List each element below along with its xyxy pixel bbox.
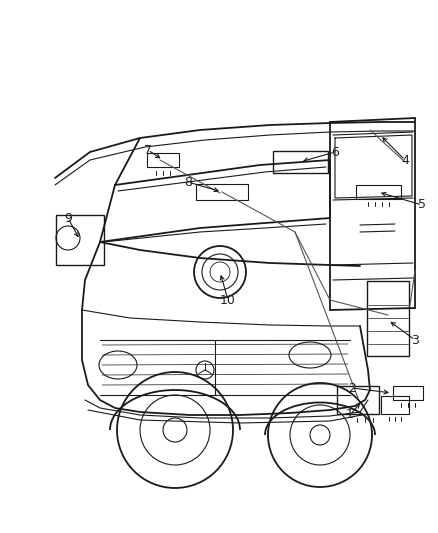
Text: 9: 9 [64, 212, 72, 224]
Bar [337, 386, 379, 414]
Text: 2: 2 [348, 382, 356, 394]
Text: 3: 3 [411, 334, 419, 346]
Text: 7: 7 [144, 143, 152, 157]
Bar [147, 153, 179, 167]
Text: 6: 6 [331, 146, 339, 158]
Bar [272, 151, 328, 173]
Text: 10: 10 [220, 294, 236, 306]
Bar [56, 215, 104, 265]
Text: 1: 1 [346, 408, 354, 422]
Bar [356, 185, 400, 199]
Bar [393, 386, 423, 400]
Bar [196, 184, 248, 200]
Text: 8: 8 [184, 175, 192, 189]
Text: 4: 4 [401, 154, 409, 166]
Text: 5: 5 [418, 198, 426, 212]
Bar [367, 280, 409, 356]
Bar [381, 396, 409, 414]
